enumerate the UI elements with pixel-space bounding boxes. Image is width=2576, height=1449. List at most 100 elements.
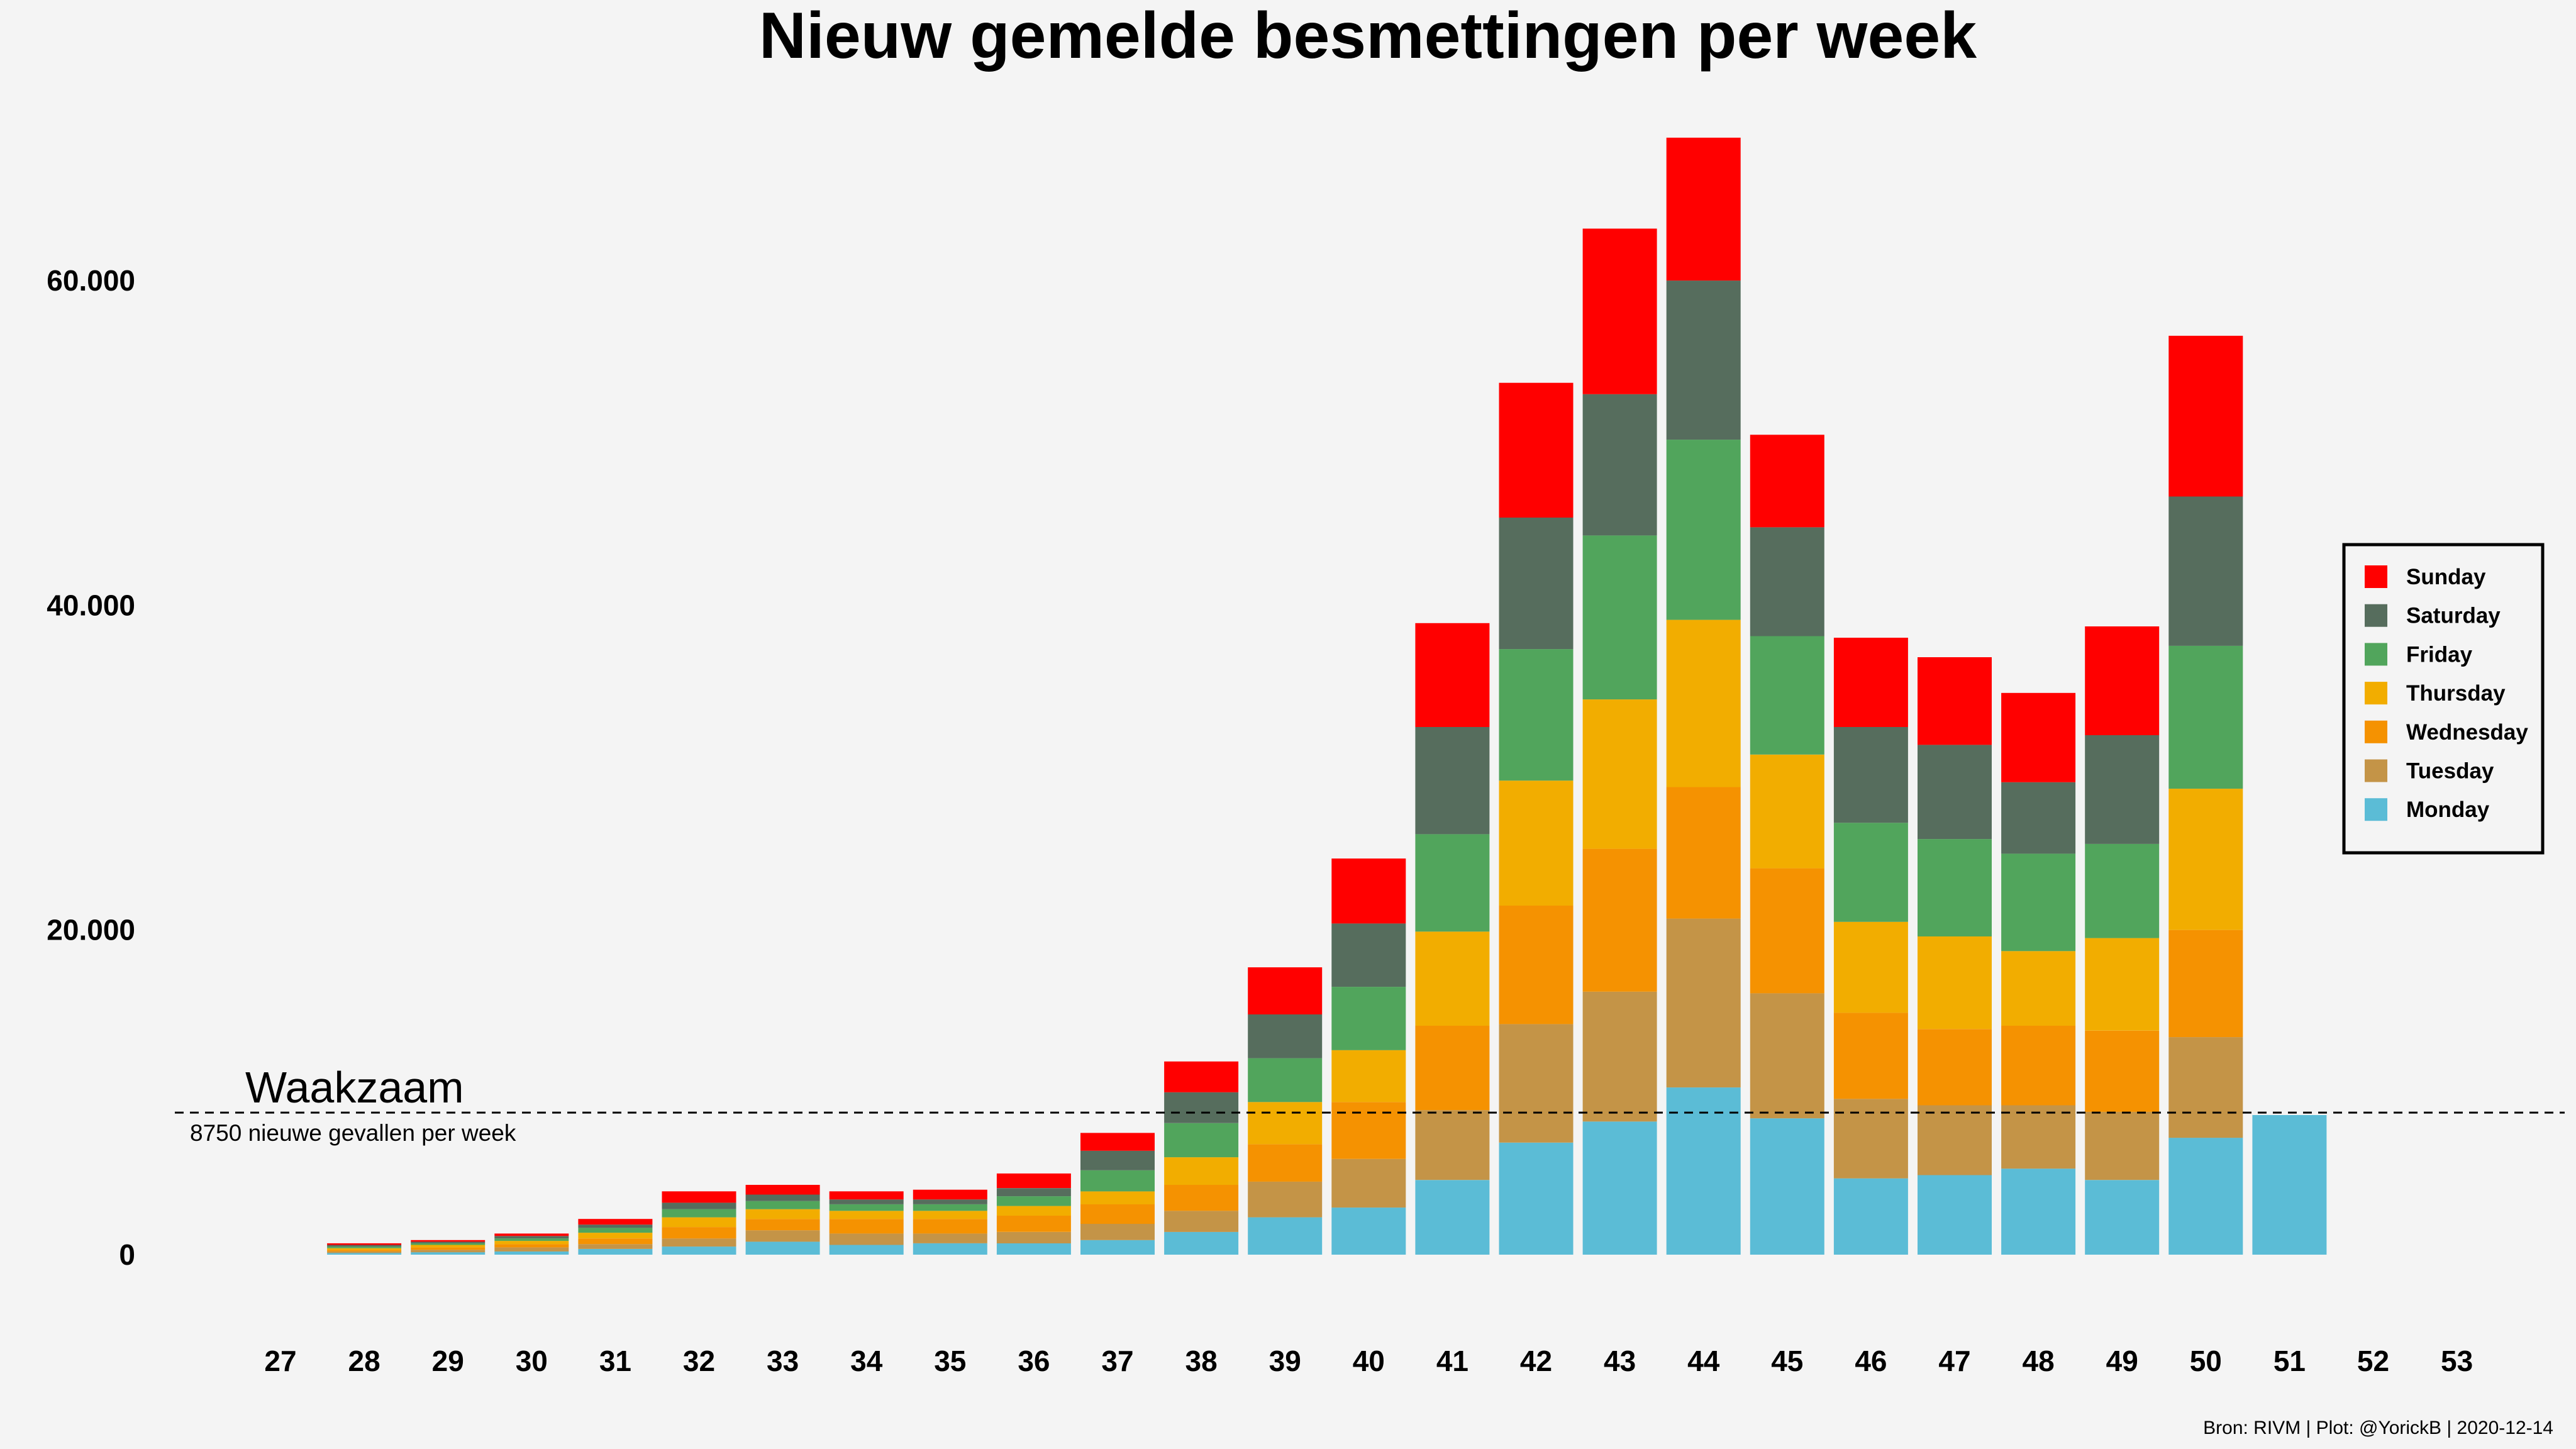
- bar-47-monday: [1918, 1175, 1992, 1255]
- bar-42-friday: [1499, 649, 1574, 781]
- bar-34-thursday: [829, 1211, 904, 1219]
- bar-37-thursday: [1080, 1191, 1155, 1204]
- bar-49-saturday: [2085, 735, 2160, 844]
- x-tick-label: 47: [1938, 1345, 1970, 1377]
- bar-47-friday: [1918, 839, 1992, 936]
- bar-32-monday: [662, 1246, 736, 1255]
- x-tick-label: 32: [683, 1345, 715, 1377]
- bar-31-tuesday: [578, 1244, 653, 1249]
- bar-41-wednesday: [1415, 1026, 1490, 1111]
- legend-label-saturday: Saturday: [2406, 604, 2501, 628]
- bar-41-monday: [1415, 1180, 1490, 1255]
- bar-39-friday: [1248, 1058, 1323, 1102]
- bar-45-friday: [1750, 636, 1824, 755]
- bar-35-thursday: [913, 1211, 987, 1219]
- bar-28-sunday: [327, 1243, 402, 1245]
- bar-31-thursday: [578, 1233, 653, 1239]
- legend-label-wednesday: Wednesday: [2406, 720, 2528, 745]
- bar-46-saturday: [1833, 727, 1908, 823]
- bar-46-sunday: [1833, 638, 1908, 727]
- bar-41-thursday: [1415, 931, 1490, 1026]
- bar-42-tuesday: [1499, 1024, 1574, 1143]
- bar-40-friday: [1331, 987, 1406, 1050]
- legend-label-tuesday: Tuesday: [2406, 759, 2494, 784]
- bar-34-wednesday: [829, 1219, 904, 1234]
- bar-49-monday: [2085, 1180, 2160, 1255]
- x-tick-label: 27: [264, 1345, 296, 1377]
- bar-37-monday: [1080, 1240, 1155, 1255]
- bar-44-sunday: [1666, 137, 1741, 281]
- bar-45-monday: [1750, 1118, 1824, 1255]
- bar-40-saturday: [1331, 923, 1406, 987]
- bar-43-saturday: [1582, 394, 1657, 536]
- bar-32-sunday: [662, 1191, 736, 1203]
- reference-label: Waakzaam: [245, 1063, 464, 1112]
- bar-50-saturday: [2168, 496, 2243, 646]
- bar-38-thursday: [1164, 1157, 1239, 1185]
- bar-28-saturday: [327, 1245, 402, 1247]
- bar-41-saturday: [1415, 727, 1490, 835]
- bar-36-monday: [996, 1243, 1071, 1255]
- legend-swatch-saturday: [2365, 604, 2387, 627]
- y-tick-label: 20.000: [47, 914, 135, 947]
- bar-47-saturday: [1918, 745, 1992, 840]
- x-tick-label: 35: [934, 1345, 966, 1377]
- bar-30-thursday: [494, 1241, 569, 1245]
- bar-46-monday: [1833, 1178, 1908, 1255]
- bars: [327, 137, 2327, 1255]
- bar-29-monday: [411, 1252, 486, 1255]
- bar-43-friday: [1582, 535, 1657, 700]
- bar-45-wednesday: [1750, 868, 1824, 994]
- bar-46-thursday: [1833, 921, 1908, 1013]
- bar-40-wednesday: [1331, 1102, 1406, 1159]
- chart-title: Nieuw gemelde besmettingen per week: [759, 0, 1977, 72]
- bar-29-thursday: [411, 1245, 486, 1248]
- bar-28-monday: [327, 1253, 402, 1255]
- bar-34-sunday: [829, 1191, 904, 1200]
- x-tick-label: 28: [348, 1345, 380, 1377]
- bar-33-tuesday: [745, 1230, 820, 1242]
- x-tick-label: 37: [1101, 1345, 1133, 1377]
- x-tick-label: 49: [2106, 1345, 2138, 1377]
- bar-48-tuesday: [2001, 1105, 2076, 1169]
- bar-32-saturday: [662, 1202, 736, 1209]
- legend-swatch-friday: [2365, 643, 2387, 666]
- bar-47-thursday: [1918, 936, 1992, 1030]
- bar-28-thursday: [327, 1248, 402, 1250]
- bar-50-tuesday: [2168, 1037, 2243, 1138]
- bar-28-friday: [327, 1246, 402, 1248]
- reference-sublabel: 8750 nieuwe gevallen per week: [190, 1120, 516, 1146]
- bar-36-tuesday: [996, 1231, 1071, 1243]
- bar-37-friday: [1080, 1170, 1155, 1192]
- x-tick-label: 41: [1436, 1345, 1468, 1377]
- x-tick-label: 48: [2023, 1345, 2055, 1377]
- bar-33-thursday: [745, 1209, 820, 1219]
- bar-51-monday: [2252, 1115, 2327, 1255]
- y-tick-label: 60.000: [47, 264, 135, 297]
- x-tick-label: 44: [1687, 1345, 1720, 1377]
- bar-31-friday: [578, 1228, 653, 1233]
- bar-43-monday: [1582, 1121, 1657, 1255]
- bar-41-sunday: [1415, 623, 1490, 727]
- bar-49-tuesday: [2085, 1111, 2160, 1180]
- bar-36-friday: [996, 1196, 1071, 1206]
- bar-40-sunday: [1331, 858, 1406, 924]
- bar-42-saturday: [1499, 518, 1574, 650]
- x-tick-label: 52: [2357, 1345, 2389, 1377]
- bar-29-friday: [411, 1243, 486, 1245]
- bar-43-thursday: [1582, 699, 1657, 849]
- x-tick-label: 39: [1269, 1345, 1301, 1377]
- bar-39-thursday: [1248, 1102, 1323, 1145]
- bar-32-tuesday: [662, 1238, 736, 1247]
- bar-41-friday: [1415, 834, 1490, 932]
- x-tick-label: 31: [599, 1345, 631, 1377]
- bar-44-tuesday: [1666, 918, 1741, 1088]
- legend-swatch-sunday: [2365, 565, 2387, 588]
- bar-31-saturday: [578, 1224, 653, 1228]
- legend-label-thursday: Thursday: [2406, 681, 2506, 706]
- bar-44-thursday: [1666, 619, 1741, 787]
- bar-42-thursday: [1499, 780, 1574, 906]
- bar-49-friday: [2085, 843, 2160, 938]
- bar-35-wednesday: [913, 1219, 987, 1234]
- bar-49-thursday: [2085, 938, 2160, 1031]
